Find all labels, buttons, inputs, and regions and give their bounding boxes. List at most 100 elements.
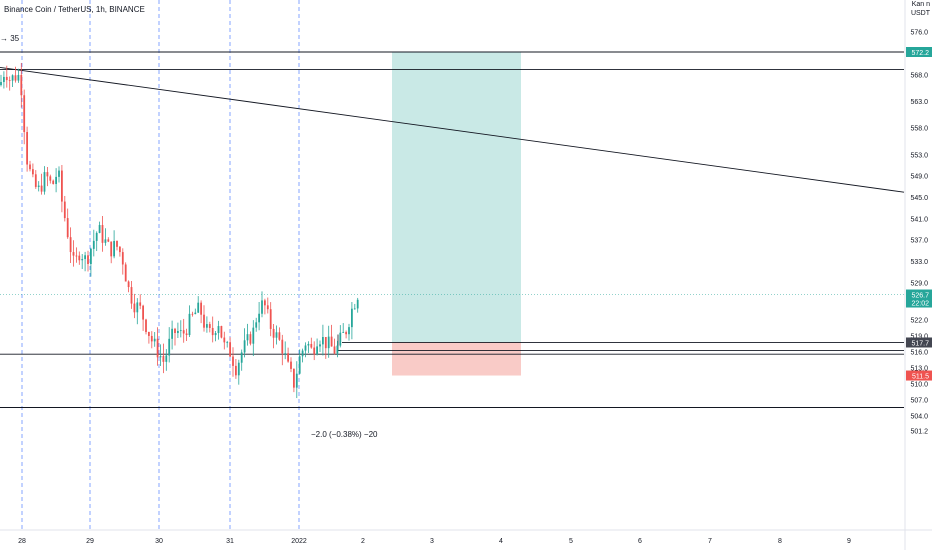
candle-body xyxy=(165,355,168,362)
price-tick-label: 568.0 xyxy=(910,72,928,79)
candle-body xyxy=(220,326,223,338)
currency-top: Kan n xyxy=(911,1,930,8)
candle-body xyxy=(327,336,330,349)
candle-body xyxy=(61,170,63,202)
candle-body xyxy=(101,225,104,243)
time-tick-label: 8 xyxy=(778,538,782,545)
candle-body xyxy=(72,252,75,256)
price-tick-label: 519.0 xyxy=(910,334,928,341)
candle-body xyxy=(179,330,182,332)
candle-body xyxy=(272,328,275,338)
candle-body xyxy=(322,337,324,345)
target-price-badge-text: 572.2 xyxy=(911,50,929,57)
candle-body xyxy=(316,346,318,355)
candle-body xyxy=(121,252,124,265)
candle-body xyxy=(246,334,249,341)
time-tick-label: 29 xyxy=(86,538,94,545)
candle-body xyxy=(243,340,246,353)
candle-body xyxy=(104,239,107,243)
candle-body xyxy=(110,241,113,257)
candle-body xyxy=(293,368,295,388)
candle-body xyxy=(333,346,336,354)
header-fragment: → 35 xyxy=(0,34,20,43)
candle-body xyxy=(287,353,289,362)
candle-body xyxy=(223,337,226,343)
candle-body xyxy=(142,305,144,320)
candle-body xyxy=(275,332,278,338)
candle-body xyxy=(229,342,231,357)
candle-body xyxy=(185,333,188,336)
candle-body xyxy=(301,350,304,357)
price-tick-label: 553.0 xyxy=(910,152,928,159)
candle-body xyxy=(153,338,156,342)
candle-body xyxy=(63,201,66,219)
profit-zone xyxy=(392,52,521,343)
candle-body xyxy=(351,308,353,328)
candle-body xyxy=(90,248,92,265)
candle-body xyxy=(330,336,333,347)
currency-label: Kan n USDT xyxy=(911,0,930,18)
candle-body xyxy=(136,302,139,313)
candle-body xyxy=(148,332,150,336)
candle-body xyxy=(55,176,57,184)
candle-body xyxy=(200,302,202,315)
price-tick-label: 549.0 xyxy=(910,174,928,181)
candle-body xyxy=(29,164,31,170)
candle-body xyxy=(150,335,153,342)
candle-body xyxy=(342,332,345,333)
time-tick-label: 28 xyxy=(18,538,26,545)
candle-body xyxy=(255,322,258,328)
candle-body xyxy=(298,356,301,374)
time-tick-label: 5 xyxy=(569,538,573,545)
last-price-badge-text: 526.7 xyxy=(911,293,929,300)
last-price-badge-countdown: 22:02 xyxy=(911,301,929,308)
candle-body xyxy=(0,82,2,86)
candle-body xyxy=(310,343,313,348)
candle-body xyxy=(17,74,20,81)
candle-body xyxy=(95,232,98,241)
candle-body xyxy=(214,333,217,336)
candle-body xyxy=(49,176,52,181)
candle-body xyxy=(226,342,229,344)
candle-body xyxy=(266,305,269,310)
candle-body xyxy=(14,75,17,81)
candle-body xyxy=(252,327,255,344)
candle-body xyxy=(107,239,110,242)
price-tick-label: 537.0 xyxy=(910,238,928,245)
candle-body xyxy=(11,75,14,81)
candle-body xyxy=(43,172,46,192)
candle-body xyxy=(98,225,101,233)
position-zones xyxy=(392,52,521,376)
candle-body xyxy=(194,312,197,315)
candle-body xyxy=(8,80,11,81)
price-tick-label: 533.0 xyxy=(910,259,928,266)
candle-body xyxy=(23,95,26,133)
time-tick-label: 7 xyxy=(708,538,712,545)
currency-unit: USDT xyxy=(910,10,930,17)
candle-body xyxy=(237,362,240,376)
price-tick-label: 510.0 xyxy=(910,382,928,389)
candle-body xyxy=(159,356,162,358)
grid-layer xyxy=(0,0,904,530)
candle-body xyxy=(197,302,200,313)
candle-body xyxy=(295,373,298,388)
candle-body xyxy=(304,345,307,351)
candle-body xyxy=(32,169,34,175)
time-tick-label: 6 xyxy=(638,538,642,545)
time-tick-label: 31 xyxy=(226,538,234,545)
candle-body xyxy=(133,303,136,313)
candle-body xyxy=(119,246,121,253)
candle-body xyxy=(46,172,49,177)
price-tick-label: 529.0 xyxy=(910,280,928,287)
candle-body xyxy=(211,327,214,336)
entry-price-badge-text: 517.7 xyxy=(911,340,929,347)
candle-body xyxy=(84,255,86,260)
candle-body xyxy=(278,332,281,340)
candle-body xyxy=(156,338,159,358)
price-tick-label: 522.0 xyxy=(910,318,928,325)
time-tick-label: 3 xyxy=(430,538,434,545)
candle-body xyxy=(264,300,266,306)
candle-body xyxy=(235,365,237,376)
